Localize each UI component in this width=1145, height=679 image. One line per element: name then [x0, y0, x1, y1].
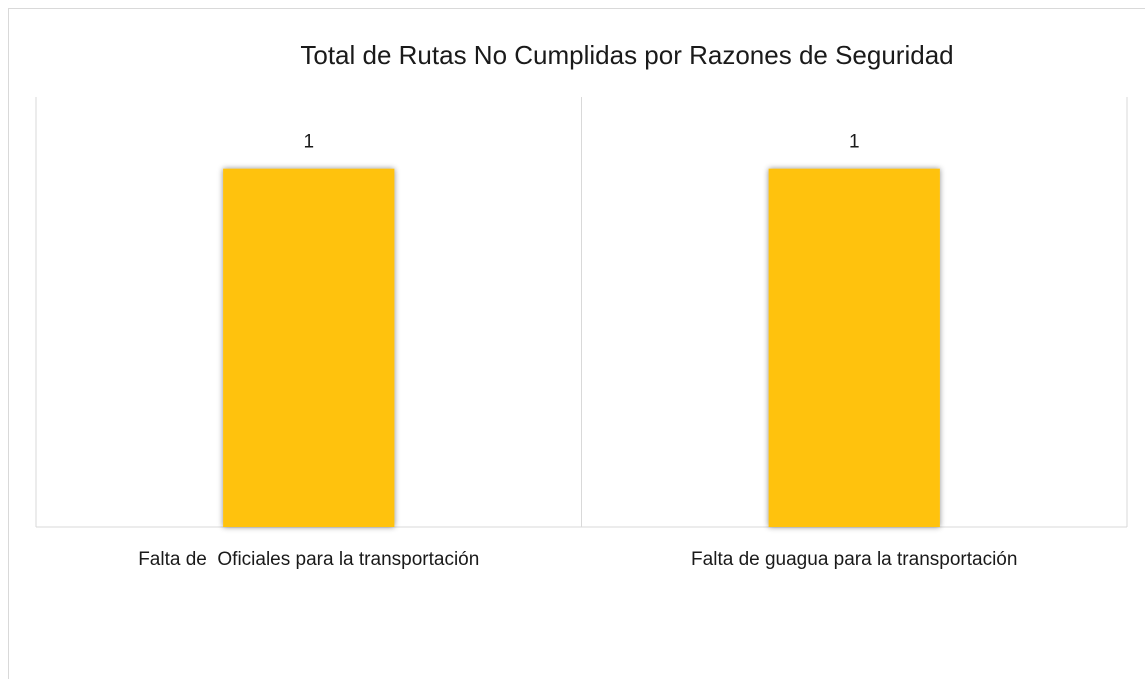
x-tick-label: Falta de guagua para la transportación	[691, 549, 1017, 570]
chart-border	[8, 8, 1145, 679]
chart-title: Total de Rutas No Cumplidas por Razones …	[300, 40, 953, 70]
data-label: 1	[849, 132, 860, 153]
data-label: 1	[303, 132, 314, 153]
bar	[223, 168, 395, 527]
x-tick-label: Falta de Oficiales para la transportació…	[138, 549, 479, 570]
bar	[768, 168, 940, 527]
